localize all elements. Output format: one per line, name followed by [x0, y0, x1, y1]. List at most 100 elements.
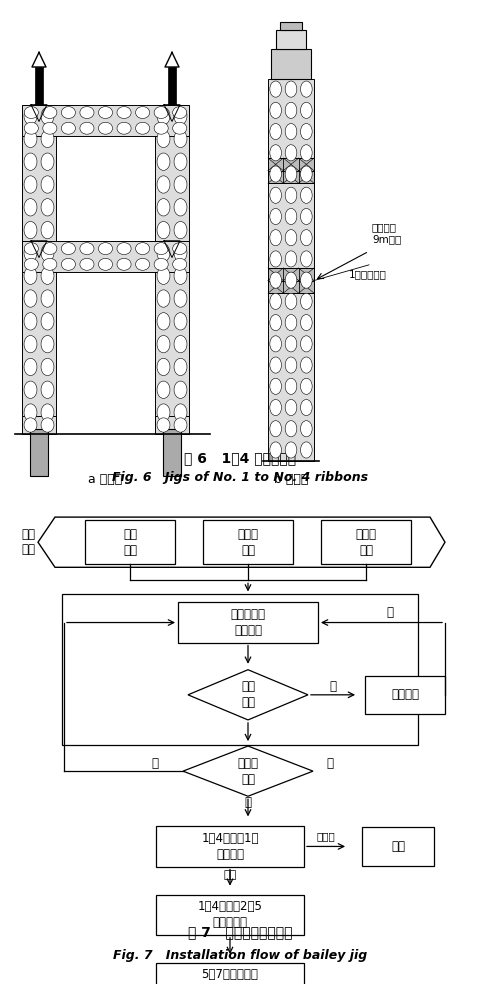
Ellipse shape [174, 221, 187, 239]
Bar [62, 594, 418, 745]
Ellipse shape [285, 251, 297, 267]
Ellipse shape [285, 357, 297, 373]
Bar [280, 22, 302, 31]
Ellipse shape [61, 122, 75, 134]
Ellipse shape [285, 81, 297, 97]
Ellipse shape [174, 403, 187, 421]
Ellipse shape [157, 336, 170, 353]
Bar [276, 31, 306, 49]
Ellipse shape [135, 259, 150, 271]
Text: 方案
编制: 方案 编制 [123, 527, 137, 557]
Bar [268, 268, 283, 280]
Text: 是: 是 [326, 757, 334, 769]
Bar [365, 676, 445, 714]
Ellipse shape [174, 130, 187, 148]
Ellipse shape [300, 209, 312, 224]
Ellipse shape [270, 187, 281, 204]
Ellipse shape [285, 315, 297, 331]
Ellipse shape [24, 243, 38, 255]
Ellipse shape [270, 229, 281, 246]
Ellipse shape [173, 106, 187, 118]
Ellipse shape [174, 336, 187, 353]
Ellipse shape [174, 358, 187, 376]
Ellipse shape [41, 244, 54, 262]
Bar [156, 894, 304, 935]
Ellipse shape [285, 378, 297, 395]
Ellipse shape [135, 106, 150, 118]
Ellipse shape [24, 358, 37, 376]
Bar [299, 280, 314, 293]
Ellipse shape [80, 106, 94, 118]
Ellipse shape [157, 267, 170, 284]
Ellipse shape [41, 381, 54, 399]
Bar [22, 104, 56, 424]
Bar [268, 280, 283, 293]
Bar [283, 280, 299, 293]
Ellipse shape [41, 358, 54, 376]
Ellipse shape [157, 381, 170, 399]
Text: 否: 否 [152, 757, 158, 769]
Ellipse shape [174, 418, 187, 432]
Text: 施工
准备: 施工 准备 [21, 528, 35, 556]
Bar [299, 170, 314, 183]
Ellipse shape [285, 421, 297, 437]
Bar [283, 158, 299, 170]
Bar [22, 415, 56, 434]
Ellipse shape [61, 259, 75, 271]
Ellipse shape [61, 243, 75, 255]
Ellipse shape [98, 106, 112, 118]
Ellipse shape [300, 293, 312, 309]
Text: 互换性
试装: 互换性 试装 [238, 757, 259, 785]
Ellipse shape [174, 154, 187, 170]
Polygon shape [38, 518, 445, 568]
Text: 1～4号彩帤1区
胎架搞设: 1～4号彩帤1区 胎架搞设 [201, 831, 259, 861]
Ellipse shape [285, 400, 297, 415]
Bar [203, 521, 293, 564]
Text: 是: 是 [244, 796, 252, 809]
Ellipse shape [157, 176, 170, 193]
Ellipse shape [41, 290, 54, 307]
Bar [163, 429, 181, 476]
Bar [283, 170, 299, 183]
Ellipse shape [24, 176, 37, 193]
Ellipse shape [41, 336, 54, 353]
Text: 1道连系桁架: 1道连系桁架 [349, 269, 387, 279]
Ellipse shape [300, 336, 312, 352]
Ellipse shape [24, 381, 37, 399]
Polygon shape [188, 670, 308, 720]
Ellipse shape [24, 259, 38, 271]
Ellipse shape [98, 122, 112, 134]
Text: b 侧立面: b 侧立面 [274, 472, 308, 486]
Ellipse shape [154, 243, 168, 255]
Ellipse shape [24, 122, 38, 134]
Bar [178, 602, 318, 643]
Ellipse shape [154, 122, 168, 134]
Text: 贝雷片
租赁: 贝雷片 租赁 [238, 527, 259, 557]
Ellipse shape [173, 259, 187, 271]
Text: 退场: 退场 [391, 840, 405, 853]
Ellipse shape [285, 145, 297, 160]
Text: 新制件
制作: 新制件 制作 [356, 527, 376, 557]
Ellipse shape [270, 102, 281, 118]
Ellipse shape [24, 130, 37, 148]
Ellipse shape [174, 176, 187, 193]
Bar [299, 268, 314, 280]
Ellipse shape [24, 199, 37, 215]
Ellipse shape [61, 106, 75, 118]
Ellipse shape [285, 166, 297, 182]
Ellipse shape [270, 378, 281, 395]
Text: 侧面每隔
9m设置: 侧面每隔 9m设置 [372, 222, 401, 245]
Ellipse shape [41, 176, 54, 193]
Ellipse shape [285, 229, 297, 246]
Ellipse shape [270, 124, 281, 140]
Ellipse shape [300, 357, 312, 373]
Ellipse shape [270, 442, 281, 458]
Bar [271, 49, 311, 79]
Ellipse shape [80, 259, 94, 271]
Ellipse shape [157, 154, 170, 170]
Bar [321, 521, 411, 564]
Bar [268, 268, 314, 293]
Ellipse shape [43, 106, 57, 118]
Ellipse shape [157, 199, 170, 215]
Text: 图 6   1～4 号彩带胎架: 图 6 1～4 号彩带胎架 [184, 452, 296, 465]
